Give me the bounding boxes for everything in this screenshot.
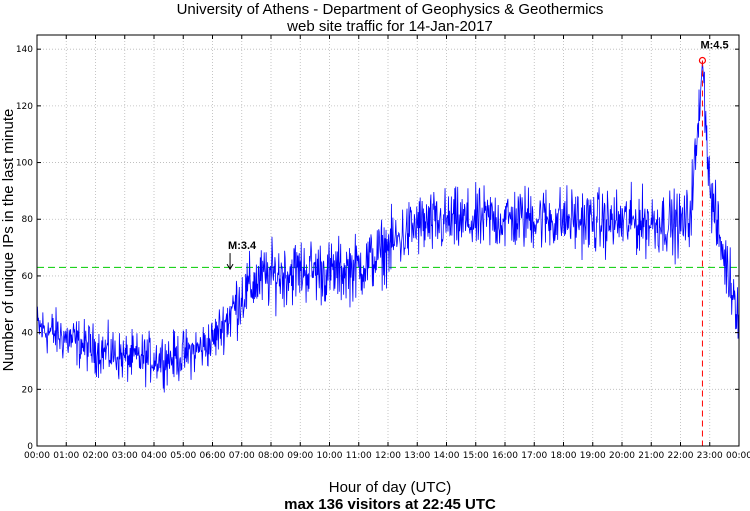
annotation-label: M:4.5	[700, 40, 728, 52]
x-tick-label: 18:00	[551, 451, 577, 461]
x-tick-label: 00:00	[24, 451, 50, 461]
x-tick-label: 04:00	[141, 451, 167, 461]
x-tick-label: 20:00	[609, 451, 635, 461]
series-line-traffic	[36, 60, 740, 393]
x-tick-label: 06:00	[200, 451, 226, 461]
x-tick-label: 00:00	[726, 451, 750, 461]
peak-marker	[698, 56, 707, 65]
y-tick-label: 120	[16, 102, 33, 112]
grid-lines	[37, 35, 739, 446]
y-tick-label: 80	[22, 215, 34, 225]
series-layer	[36, 60, 740, 393]
y-tick-label: 60	[22, 272, 34, 282]
x-tick-label: 07:00	[229, 451, 255, 461]
x-tick-label: 02:00	[83, 451, 109, 461]
x-tick-label: 08:00	[258, 451, 284, 461]
x-tick-label: 19:00	[580, 451, 606, 461]
y-tick-label: 0	[27, 442, 33, 452]
x-tick-label: 17:00	[521, 451, 547, 461]
x-tick-label: 09:00	[287, 451, 313, 461]
x-tick-label: 14:00	[434, 451, 460, 461]
y-tick-label: 20	[22, 385, 34, 395]
y-axis-label: Number of unique IPs in the last minute	[0, 109, 17, 372]
x-tick-label: 05:00	[170, 451, 196, 461]
x-tick-label: 23:00	[697, 451, 723, 461]
y-tick-label: 140	[16, 45, 33, 55]
x-tick-label: 11:00	[346, 451, 372, 461]
chart-title-line2: web site traffic for 14-Jan-2017	[286, 18, 493, 35]
x-tick-label: 16:00	[492, 451, 518, 461]
x-tick-label: 21:00	[638, 451, 664, 461]
annotation-label: M:3.4	[228, 240, 257, 252]
x-tick-label: 03:00	[112, 451, 138, 461]
x-tick-label: 22:00	[668, 451, 694, 461]
x-tick-label: 01:00	[53, 451, 79, 461]
annotation-arrowhead	[226, 263, 234, 271]
chart-title-line1: University of Athens - Department of Geo…	[177, 1, 604, 18]
y-tick-label: 40	[22, 329, 34, 339]
x-tick-label: 12:00	[375, 451, 401, 461]
footer-summary: max 136 visitors at 22:45 UTC	[284, 496, 496, 511]
annotation-layer: M:3.4 M:4.5	[226, 40, 729, 446]
y-tick-label: 100	[16, 159, 33, 169]
x-tick-label: 15:00	[463, 451, 489, 461]
x-tick-label: 13:00	[404, 451, 430, 461]
x-axis-label: Hour of day (UTC)	[329, 479, 452, 496]
x-tick-label: 10:00	[317, 451, 343, 461]
